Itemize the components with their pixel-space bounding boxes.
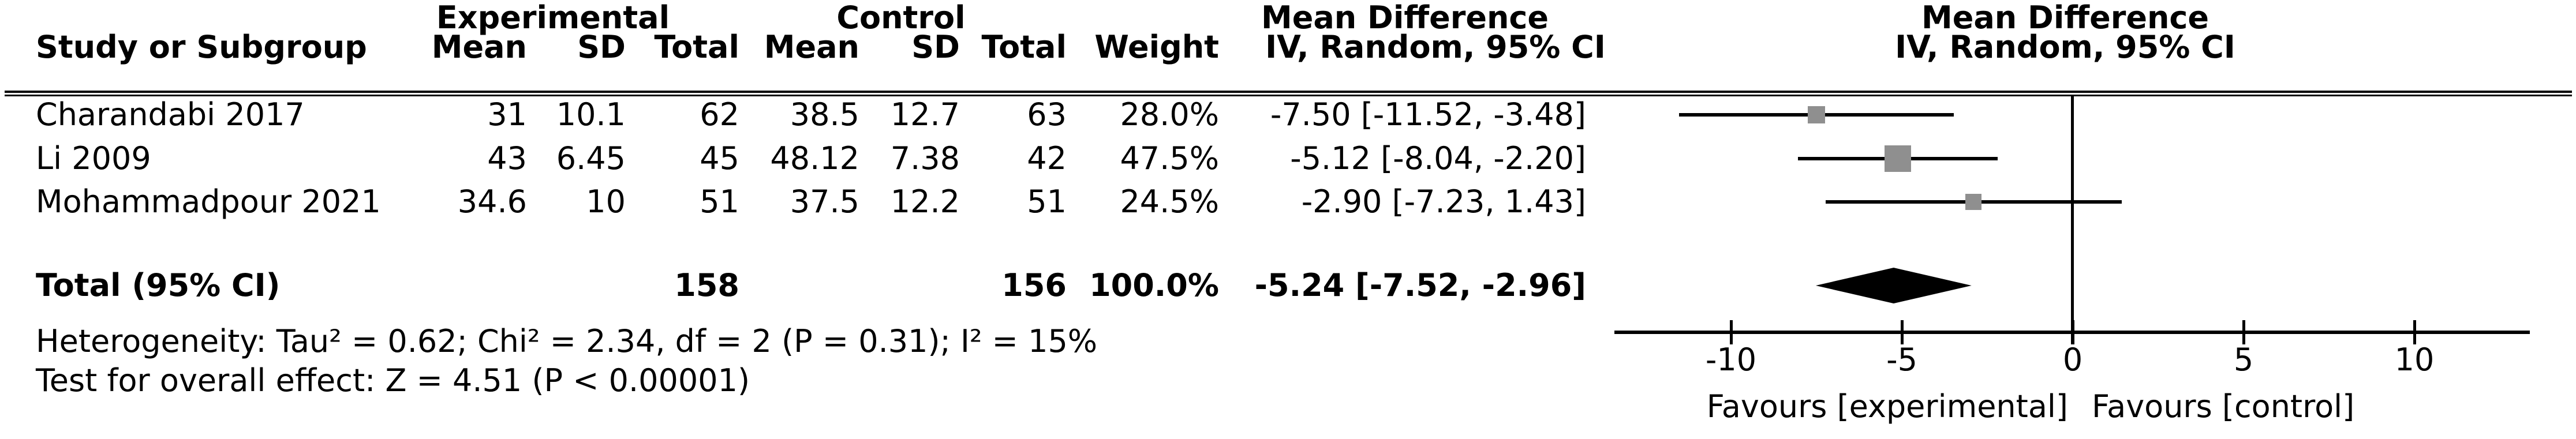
axis-tick-label: 10 bbox=[2394, 342, 2435, 378]
column-header-md-text: Mean Difference bbox=[1261, 0, 1549, 36]
axis-tick bbox=[1729, 320, 1733, 344]
total-md-ci-text: -5.24 [-7.52, -2.96] bbox=[1254, 267, 1586, 303]
total-label: Total (95% CI) bbox=[36, 267, 281, 303]
ctrl-sd: 12.7 bbox=[890, 96, 960, 133]
study-name: Mohammadpour 2021 bbox=[36, 183, 381, 220]
total-exp-total: 158 bbox=[674, 267, 739, 303]
column-header-ctrl-mean: Mean bbox=[764, 29, 859, 65]
zero-line bbox=[2071, 96, 2074, 344]
exp-mean: 43 bbox=[487, 140, 527, 177]
axis-tick bbox=[1900, 320, 1904, 344]
column-header-md-plot-model: IV, Random, 95% CI bbox=[1895, 29, 2235, 65]
md-ci-text: -5.12 [-8.04, -2.20] bbox=[1290, 140, 1586, 177]
column-header-ctrl-sd: SD bbox=[911, 29, 960, 65]
column-header-md-text-model: IV, Random, 95% CI bbox=[1265, 29, 1606, 65]
ctrl-mean: 48.12 bbox=[770, 140, 859, 177]
favours-right-label: Favours [control] bbox=[2092, 388, 2355, 425]
exp-total: 45 bbox=[700, 140, 739, 177]
column-header-exp-total: Total bbox=[654, 29, 739, 65]
heterogeneity-stats: Heterogeneity: Tau² = 0.62; Chi² = 2.34,… bbox=[36, 323, 1098, 359]
exp-sd: 6.45 bbox=[556, 140, 626, 177]
column-header-ctrl-total: Total bbox=[981, 29, 1067, 65]
ctrl-sd: 7.38 bbox=[890, 140, 960, 177]
study-name: Charandabi 2017 bbox=[36, 96, 305, 133]
column-header-weight: Weight bbox=[1094, 29, 1219, 65]
total-ctrl-total: 156 bbox=[1001, 267, 1067, 303]
overall-effect-test: Test for overall effect: Z = 4.51 (P < 0… bbox=[36, 362, 750, 399]
exp-mean: 31 bbox=[487, 96, 527, 133]
axis-tick bbox=[2071, 320, 2074, 344]
favours-left-label: Favours [experimental] bbox=[1706, 388, 2068, 425]
ctrl-total: 63 bbox=[1027, 96, 1067, 133]
axis-tick bbox=[2242, 320, 2245, 344]
total-weight: 100.0% bbox=[1089, 267, 1219, 303]
study-name: Li 2009 bbox=[36, 140, 151, 177]
md-ci-text: -2.90 [-7.23, 1.43] bbox=[1301, 183, 1586, 220]
ctrl-total: 51 bbox=[1027, 183, 1067, 220]
exp-total: 62 bbox=[700, 96, 739, 133]
ctrl-mean: 37.5 bbox=[790, 183, 859, 220]
effect-square bbox=[1965, 194, 1982, 210]
exp-total: 51 bbox=[700, 183, 739, 220]
axis-tick-label: 5 bbox=[2233, 342, 2254, 378]
header-rule-top bbox=[5, 91, 2572, 93]
axis-tick-label: -5 bbox=[1886, 342, 1917, 378]
md-ci-text: -7.50 [-11.52, -3.48] bbox=[1270, 96, 1586, 133]
axis-tick bbox=[2413, 320, 2416, 344]
exp-sd: 10 bbox=[586, 183, 626, 220]
ctrl-sd: 12.2 bbox=[890, 183, 960, 220]
weight: 28.0% bbox=[1120, 96, 1219, 133]
column-header-exp-mean: Mean bbox=[431, 29, 527, 65]
column-header-md-plot: Mean Difference bbox=[1921, 0, 2209, 36]
effect-square bbox=[1808, 106, 1825, 123]
exp-mean: 34.6 bbox=[457, 183, 527, 220]
summary-diamond bbox=[1815, 268, 1972, 303]
ctrl-total: 42 bbox=[1027, 140, 1067, 177]
weight: 24.5% bbox=[1120, 183, 1219, 220]
ctrl-mean: 38.5 bbox=[790, 96, 859, 133]
exp-sd: 10.1 bbox=[556, 96, 626, 133]
effect-square bbox=[1884, 145, 1911, 172]
header-rule-bottom bbox=[5, 95, 2572, 96]
column-header-exp-sd: SD bbox=[577, 29, 626, 65]
column-group-experimental: Experimental bbox=[436, 0, 670, 36]
axis-tick-label: 0 bbox=[2062, 342, 2083, 378]
column-group-control: Control bbox=[836, 0, 966, 36]
column-header-study: Study or Subgroup bbox=[36, 29, 367, 65]
axis-tick-label: -10 bbox=[1705, 342, 1757, 378]
weight: 47.5% bbox=[1120, 140, 1219, 177]
